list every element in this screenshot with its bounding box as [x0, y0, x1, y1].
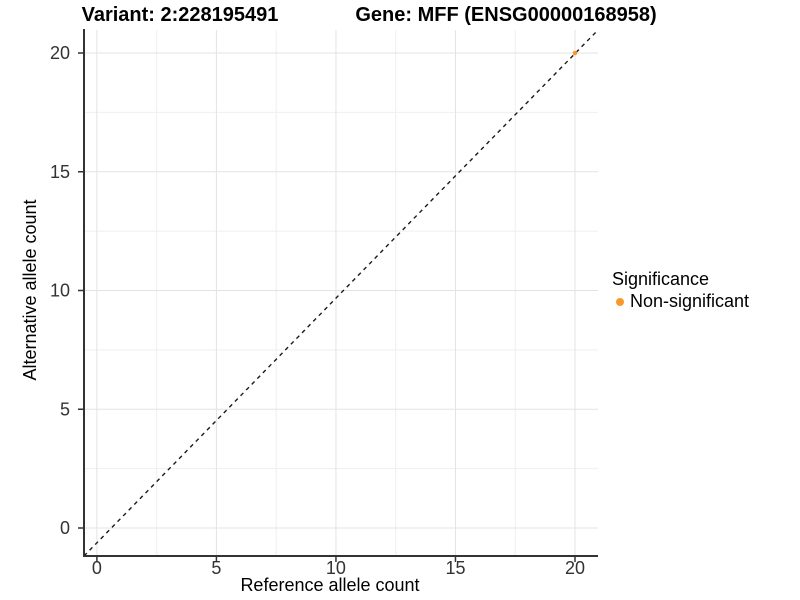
- x-tick-label: 5: [211, 558, 221, 578]
- x-axis-title: Reference allele count: [240, 575, 420, 595]
- x-tick-label: 0: [92, 558, 102, 578]
- legend-item-non-significant: Non-significant: [612, 291, 749, 312]
- y-tick-label: 5: [60, 399, 70, 419]
- plot-title-gene: Gene: MFF (ENSG00000168958): [355, 4, 657, 26]
- identity-dashed-line: [83, 29, 599, 557]
- legend-item-label: Non-significant: [630, 291, 750, 311]
- data-point: [572, 50, 578, 56]
- legend: Significance Non-significant: [612, 269, 749, 312]
- legend-title: Significance: [612, 269, 710, 289]
- y-tick-label: 10: [50, 281, 70, 301]
- x-tick-label: 20: [565, 558, 585, 578]
- x-tick-label: 10: [326, 558, 346, 578]
- y-tick-label: 15: [50, 162, 70, 182]
- x-tick-label: 15: [445, 558, 465, 578]
- y-tick-label: 20: [50, 43, 70, 63]
- plot-title-variant: Variant: 2:228195491: [81, 4, 279, 26]
- legend-point-icon: [616, 297, 624, 306]
- y-axis-title: Alternative allele count: [20, 199, 40, 381]
- y-tick-label: 0: [60, 518, 70, 538]
